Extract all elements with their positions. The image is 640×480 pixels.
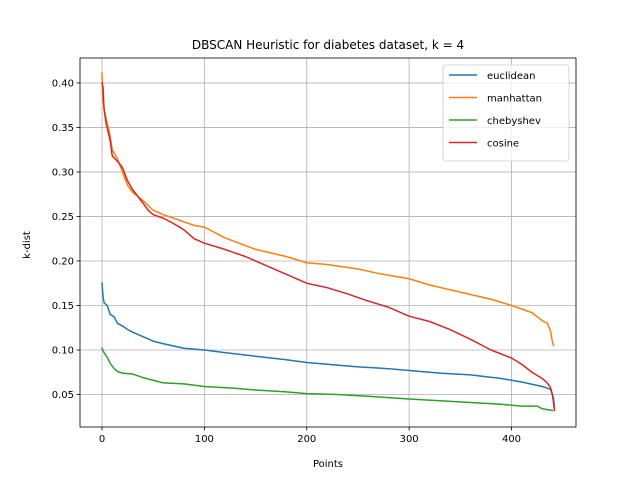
y-tick-label: 0.20 <box>52 256 74 267</box>
legend-label-manhattan: manhattan <box>487 94 542 105</box>
y-tick-label: 0.40 <box>52 78 74 89</box>
chart-title: DBSCAN Heuristic for diabetes dataset, k… <box>192 38 464 52</box>
y-tick-label: 0.15 <box>52 301 74 312</box>
x-axis-title: Points <box>313 459 343 470</box>
legend-label-euclidean: euclidean <box>487 71 536 82</box>
series-line-manhattan <box>101 72 555 347</box>
legend: euclidean manhattan chebyshev cosine <box>442 64 570 162</box>
ticks: 0 100 200 300 400 0.05 0.10 0.15 0.20 0.25 0.30 0.3… <box>52 78 521 445</box>
y-tick-label: 0.10 <box>52 345 74 356</box>
series-line-euclidean <box>101 282 556 409</box>
legend-label-cosine: cosine <box>487 139 519 150</box>
x-tick-label: 200 <box>297 434 316 445</box>
y-tick-label: 0.25 <box>52 212 74 223</box>
legend-label-chebyshev: chebyshev <box>487 116 541 127</box>
y-tick-label: 0.30 <box>52 167 74 178</box>
plot-frame <box>79 57 577 428</box>
x-tick-label: 100 <box>195 434 214 445</box>
x-tick-label: 300 <box>400 434 419 445</box>
legend-box <box>442 64 570 162</box>
series-line-cosine <box>101 82 556 412</box>
x-tick-label: 0 <box>99 434 105 445</box>
y-axis-title: k-dist <box>22 231 33 259</box>
series-line-chebyshev <box>101 347 554 412</box>
y-tick-label: 0.05 <box>52 390 74 401</box>
x-tick-label: 400 <box>502 434 521 445</box>
series-layer <box>101 72 556 412</box>
y-tick-label: 0.35 <box>52 123 74 134</box>
